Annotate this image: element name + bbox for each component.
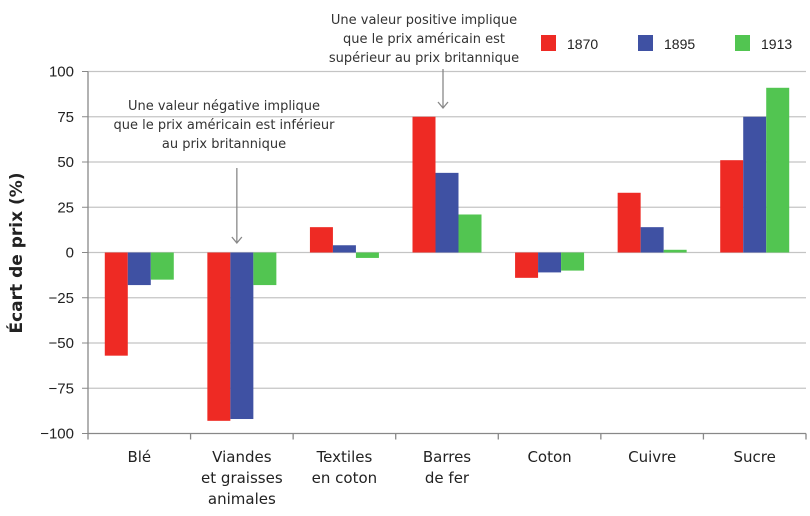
- annotation-text: Une valeur positive implique: [331, 13, 517, 28]
- annotation-text: que le prix américain est: [343, 32, 505, 47]
- x-category-label: Viandes: [212, 448, 272, 466]
- y-tick-label: 25: [57, 199, 74, 216]
- x-axis-labels: Blé Viandes et graisses animales Textiles en …: [127, 448, 775, 508]
- legend-label-1870: 1870: [567, 36, 598, 52]
- y-tick-label: −100: [40, 426, 74, 443]
- bar-1913-4: [561, 252, 585, 271]
- x-category-label: Coton: [527, 448, 571, 466]
- y-tick-label: 50: [57, 154, 74, 171]
- bar-1913-6: [766, 87, 790, 253]
- x-category-label: en coton: [312, 469, 378, 487]
- y-tick-label: 0: [66, 245, 74, 262]
- y-tick-label: −25: [49, 290, 74, 307]
- annotation-text: que le prix américain est inférieur: [113, 118, 335, 133]
- bar-1870-6: [720, 160, 744, 253]
- bar-1895-6: [743, 116, 767, 253]
- x-category-label: Blé: [127, 448, 151, 466]
- x-category-label: animales: [208, 490, 276, 508]
- bar-1913-3: [458, 214, 482, 253]
- y-axis-label: Écart de prix (%): [5, 172, 27, 333]
- bar-1913-2: [355, 252, 379, 258]
- y-tick-label: 100: [49, 64, 74, 81]
- annotation-text: supérieur au prix britannique: [329, 51, 519, 66]
- x-category-label: Sucre: [734, 448, 776, 466]
- arrow-head-icon: [231, 236, 243, 245]
- legend-label-1913: 1913: [761, 36, 792, 52]
- x-category-label: Cuivre: [628, 448, 676, 466]
- bar-1895-3: [435, 172, 459, 253]
- annotation-text: au prix britannique: [162, 137, 286, 152]
- bar-1870-5: [617, 192, 641, 253]
- y-tick-label: −50: [49, 335, 74, 352]
- legend: 1870 1895 1913: [541, 35, 792, 52]
- bar-1913-0: [150, 252, 174, 280]
- bar-1895-1: [230, 252, 254, 420]
- legend-swatch-1870: [541, 35, 556, 51]
- bar-1913-5: [663, 249, 687, 253]
- bar-1913-1: [253, 252, 277, 286]
- bars: [104, 87, 790, 421]
- bar-1870-2: [309, 227, 333, 253]
- axes: [87, 71, 807, 440]
- arrow-head-icon: [437, 101, 449, 110]
- bar-1895-2: [332, 245, 356, 253]
- x-category-label: de fer: [425, 469, 470, 487]
- x-category-label: Barres: [423, 448, 471, 466]
- bar-1895-4: [538, 252, 562, 273]
- bar-1870-1: [207, 252, 231, 421]
- y-tick-label: 75: [57, 109, 74, 126]
- annotation-text: Une valeur négative implique: [128, 99, 320, 114]
- bar-1870-4: [515, 252, 539, 278]
- bar-1895-0: [127, 252, 151, 286]
- bar-1895-5: [640, 227, 664, 253]
- x-category-label: et graisses: [201, 469, 283, 487]
- legend-swatch-1913: [735, 35, 750, 51]
- legend-label-1895: 1895: [664, 36, 695, 52]
- bar-1870-0: [104, 252, 128, 356]
- annotations: Une valeur négative implique que le prix …: [113, 13, 519, 245]
- x-category-label: Textiles: [316, 448, 373, 466]
- y-axis-ticks: 100 75 50 25 0 −25 −50 −75 −100: [40, 64, 88, 443]
- bar-1870-3: [412, 116, 436, 253]
- y-tick-label: −75: [49, 380, 74, 397]
- legend-swatch-1895: [638, 35, 653, 51]
